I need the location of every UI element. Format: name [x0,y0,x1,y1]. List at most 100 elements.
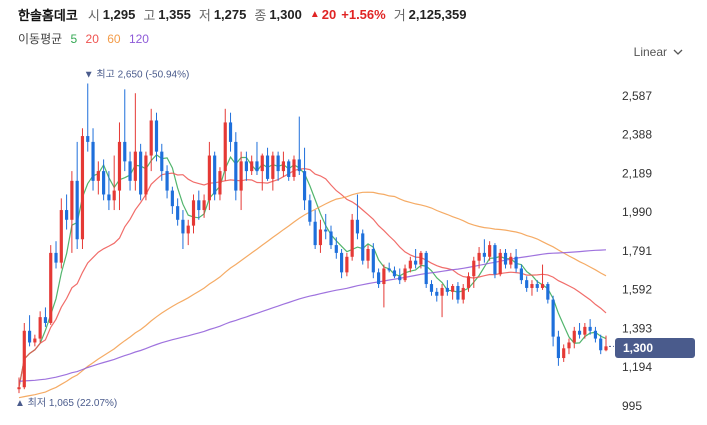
y-tick-label: 2,388 [622,128,652,142]
candle-body [408,260,412,269]
y-tick-label: 1,393 [622,321,652,335]
ma-period-5[interactable]: 5 [70,32,78,46]
candle-body [302,171,307,201]
candle-body [377,272,381,285]
candle-body [472,260,476,277]
close-label: 종 [254,7,267,23]
candle-body [292,159,296,177]
candle-body [546,284,550,300]
candle-body [139,151,143,195]
candle-body [80,136,85,240]
candle-body [355,219,360,234]
candle-body [228,122,233,142]
scale-dropdown-label: Linear [633,45,667,59]
candle-body [70,180,74,220]
candle-body [493,245,497,275]
candle-body [144,155,148,195]
candle-body [271,155,275,179]
candle-body [498,252,502,275]
candle-body [530,284,534,288]
open-price: 1,295 [102,6,136,22]
stock-summary-header: 한솔홈데코 시 1,295 고 1,355 저 1,275 종 1,300 ▲ … [18,4,475,24]
candle-body [112,190,116,201]
up-triangle-icon: ▲ [309,8,320,20]
candle-body [414,260,418,265]
candle-body [43,317,48,323]
price-change: 20 [321,6,337,22]
candle-body [329,231,333,246]
candle-body [197,200,201,211]
stock-name: 한솔홈데코 [18,7,78,23]
candle-body [65,210,69,220]
y-tick-label: 995 [622,399,642,413]
candle-body [22,330,26,388]
candle-body [149,120,153,156]
candle-body [59,210,63,263]
candle-body [287,161,291,177]
candle-body [535,284,539,288]
chevron-down-icon [673,49,683,55]
candle-body [451,285,455,292]
candle-body [583,326,587,335]
candle-body [250,161,254,172]
candle-body [281,161,286,172]
candle-body [519,268,523,281]
candle-body [588,326,592,331]
candle-body [387,268,391,271]
candle-body [133,151,137,181]
candle-body [49,252,53,323]
price-change-percent: +1.56% [341,6,386,22]
candle-body [308,200,312,222]
candle-body [160,151,164,172]
ma-period-120[interactable]: 120 [128,32,149,46]
volume-value: 2,125,359 [408,6,467,22]
ma-120-line [18,249,607,382]
candle-body [567,342,571,349]
candle-body [181,219,185,234]
moving-average-legend: 이동평균 5 20 60 120 [18,30,154,47]
candle-body [128,161,132,181]
candle-body [398,276,402,281]
candle-body [429,284,434,292]
candle-body [207,155,211,201]
low-price: 1,275 [213,6,247,22]
scale-dropdown-button[interactable]: Linear [634,45,683,59]
candle-body [593,330,598,339]
candle-body [239,161,243,191]
ma-5-line [18,154,607,388]
ma-60-line [18,191,607,399]
candle-body [107,194,111,201]
candle-body [324,229,328,232]
candle-body [551,299,555,337]
high-price: 1,355 [158,6,191,22]
y-tick-label: 2,189 [622,166,652,180]
candle-body [456,285,460,300]
candle-body [255,161,259,172]
candle-body [334,245,338,253]
candle-body [33,338,37,343]
close-price: 1,300 [269,6,302,22]
low-label: 저 [198,7,211,23]
min-price-annotation: ▲ 최저 1,065 (22.07%) [15,397,117,409]
candle-body [202,200,206,211]
candle-body [482,252,486,257]
max-price-annotation: ▼ 최고 2,650 (-50.94%) [84,68,190,80]
candle-body [440,287,444,296]
ma-period-20[interactable]: 20 [85,32,99,46]
candle-body [102,171,106,195]
volume-label: 거 [393,7,406,23]
candle-body [604,346,608,351]
candle-body [234,141,238,191]
candle-body [599,338,603,351]
candle-body [17,387,21,390]
candle-body [477,252,481,261]
candle-body [176,206,180,220]
candle-body [572,330,576,343]
candle-body [556,336,560,359]
ma-period-60[interactable]: 60 [107,32,121,46]
ma-20-line [18,167,607,388]
candle-body [382,268,386,285]
candle-body [117,141,122,191]
candle-body [54,252,58,263]
candle-body [260,155,264,172]
